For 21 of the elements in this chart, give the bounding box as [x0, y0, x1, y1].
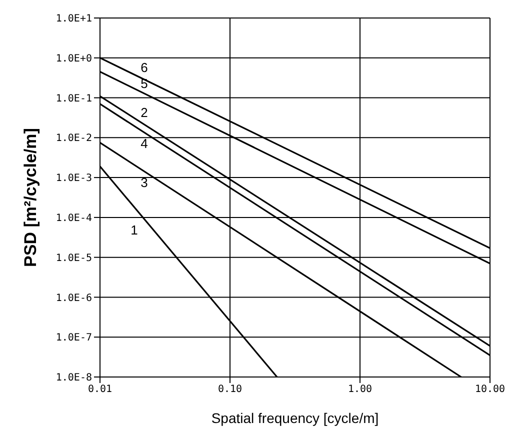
series-label: 6: [140, 60, 148, 75]
y-tick-label: 1.0E+0: [56, 53, 92, 64]
series-label: 3: [140, 174, 148, 190]
y-tick-label: 1.0E-6: [56, 292, 92, 304]
series-label: 2: [140, 104, 148, 120]
y-tick-label: 1.0E-4: [56, 212, 92, 224]
y-tick-label: 1.0E-7: [56, 332, 92, 344]
series-label: 1: [130, 222, 138, 238]
x-tick-label: 1.00: [348, 384, 372, 396]
x-axis-title: Spatial frequency [cycle/m]: [211, 410, 379, 426]
y-tick-label: 1.0E-2: [56, 133, 92, 144]
y-tick-label: 1.0E-8: [56, 372, 92, 384]
series-label: 4: [140, 136, 148, 151]
x-tick-label: 10.00: [474, 384, 506, 396]
y-tick-label: 1.0E+1: [56, 14, 92, 25]
x-tick-label: 0.01: [88, 384, 112, 396]
x-tick-label: 0.10: [218, 384, 242, 396]
y-axis-title: PSD [m²/cycle/m]: [21, 128, 40, 267]
y-tick-label: 1.0E-5: [56, 252, 92, 264]
y-tick-label: 1.0E-3: [56, 173, 92, 184]
y-tick-label: 1.0E-1: [56, 93, 92, 104]
